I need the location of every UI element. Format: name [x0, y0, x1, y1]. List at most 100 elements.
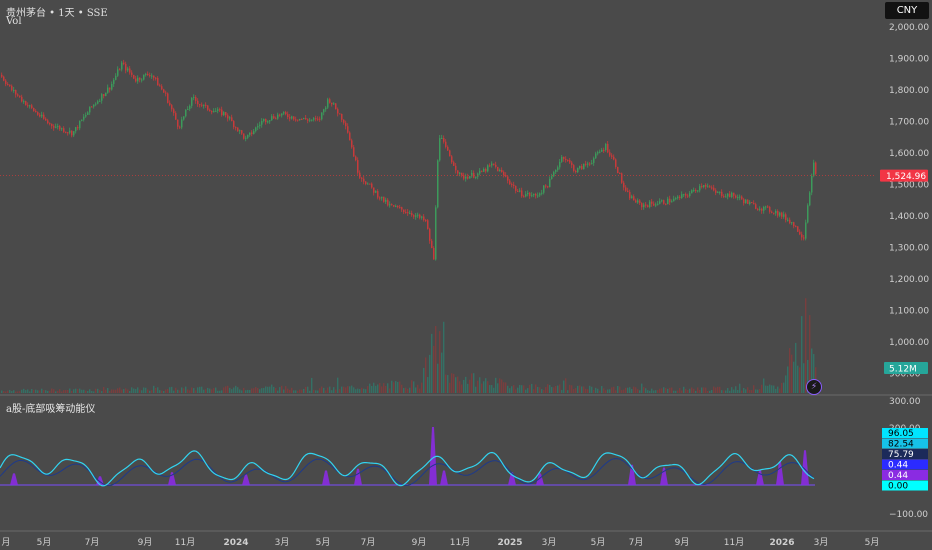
candle-body [51, 123, 53, 127]
volume-bar [179, 390, 181, 393]
volume-bar [727, 388, 729, 393]
volume-bar [603, 388, 605, 393]
volume-bar [351, 385, 353, 393]
candle-body [553, 172, 555, 177]
candle-body [223, 112, 225, 116]
volume-bar [145, 387, 147, 393]
volume-bar [791, 354, 793, 393]
candle-body [779, 212, 781, 216]
volume-bar [79, 388, 81, 393]
candle-body [739, 196, 741, 198]
volume-bar [433, 345, 435, 393]
volume-bar [287, 388, 289, 393]
volume-bar [475, 386, 477, 393]
volume-bar [375, 385, 377, 393]
volume-bar [497, 383, 499, 393]
candle-body [487, 165, 489, 172]
time-axis-label: 11月 [175, 537, 195, 548]
price-axis-label: 1,200.00 [889, 275, 929, 285]
candle-body [471, 172, 473, 177]
volume-bar [207, 387, 209, 393]
volume-bar [271, 384, 273, 393]
volume-bar [491, 385, 493, 393]
volume-badge [884, 362, 928, 374]
candle-body [279, 114, 281, 116]
volume-bar [691, 387, 693, 393]
candle-body [631, 196, 633, 199]
candle-body [367, 183, 369, 185]
candle-body [373, 187, 375, 193]
volume-bar [643, 387, 645, 393]
candle-body [543, 185, 545, 193]
volume-bar [631, 389, 633, 393]
volume-bar [215, 387, 217, 393]
candle-body [513, 184, 515, 186]
volume-bar [493, 387, 495, 393]
time-axis-label: 9月 [675, 537, 690, 548]
candle-body [53, 126, 55, 128]
volume-bar [509, 388, 511, 393]
candle-body [567, 159, 569, 161]
candle-body [101, 94, 103, 101]
candle-body [31, 105, 33, 108]
volume-bar [399, 381, 401, 393]
volume-bar [763, 378, 765, 393]
candle-body [79, 120, 81, 129]
candle-body [111, 83, 113, 90]
candle-body [475, 176, 477, 178]
volume-bar [659, 388, 661, 393]
indicator-axis-label: −100.00 [889, 510, 928, 520]
candle-body [321, 112, 323, 120]
candle-body [343, 119, 345, 123]
candle-body [397, 206, 399, 208]
volume-bar [339, 389, 341, 393]
time-axis-label: 3月 [275, 537, 290, 548]
candle-body [319, 118, 321, 120]
volume-bar [435, 326, 437, 393]
volume-bar [205, 389, 207, 393]
volume-bar [705, 387, 707, 393]
volume-bar [353, 387, 355, 393]
candle-body [689, 193, 691, 197]
indicator-spike [756, 470, 764, 485]
volume-bar [543, 389, 545, 393]
volume-bar [437, 363, 439, 393]
candle-body [523, 196, 525, 198]
candle-body [559, 161, 561, 168]
volume-bar [743, 388, 745, 393]
volume-bar [671, 387, 673, 393]
volume-bar [159, 390, 161, 393]
candle-body [643, 204, 645, 208]
candle-body [491, 163, 493, 166]
volume-bar [613, 386, 615, 393]
candle-body [263, 119, 265, 121]
candle-body [415, 215, 417, 217]
volume-bar [97, 388, 99, 393]
indicator-spike [660, 467, 668, 485]
currency-button[interactable]: CNY [885, 2, 929, 19]
candle-body [307, 119, 309, 121]
volume-bar [261, 388, 263, 393]
candle-body [549, 178, 551, 188]
indicator-spike [440, 470, 448, 485]
candle-body [727, 193, 729, 197]
volume-bar [59, 389, 61, 393]
volume-bar [537, 386, 539, 393]
volume-bar [589, 385, 591, 393]
lightning-icon[interactable]: ⚡ [806, 379, 822, 395]
candle-body [431, 240, 433, 249]
volume-bar [443, 321, 445, 393]
volume-bar [185, 386, 187, 393]
volume-bar [125, 388, 127, 393]
volume-bar [53, 389, 55, 393]
candle-body [797, 226, 799, 232]
candle-body [47, 120, 49, 124]
volume-bar [747, 387, 749, 393]
volume-bar [95, 388, 97, 393]
candle-body [333, 103, 335, 105]
volume-bar [315, 390, 317, 393]
volume-bar [153, 385, 155, 393]
volume-bar [787, 366, 789, 393]
time-axis: 月 5月 7月 9月 11月 2024 3月 5月 7月 9月 11月 2025 3月 5月 7月 9月 11月… [1, 537, 879, 548]
